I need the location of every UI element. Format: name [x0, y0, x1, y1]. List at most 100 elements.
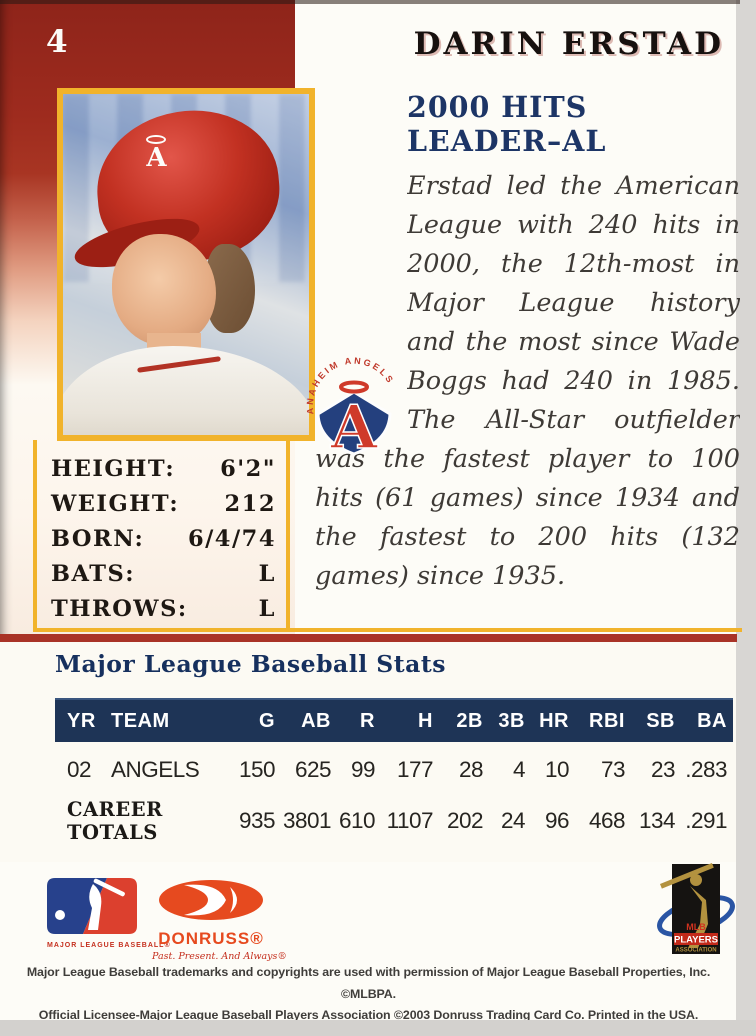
bio-label: BATS: — [51, 561, 136, 587]
headline-line-2: LEADER–AL — [407, 124, 607, 158]
col-g: G — [258, 709, 275, 732]
season-g: 150 — [238, 757, 276, 782]
red-divider — [0, 634, 737, 642]
article-line: the fastest to 200 hits (132 — [315, 522, 740, 552]
season-2b: 28 — [458, 757, 484, 782]
career-r: 610 — [338, 808, 376, 833]
season-3b: 4 — [512, 757, 526, 782]
donruss-oval-icon — [159, 880, 263, 920]
col-h: H — [418, 709, 433, 732]
col-rbi: RBI — [589, 709, 625, 732]
legal-line-2: Official Licensee-Major League Baseball … — [38, 1008, 699, 1023]
bio-row-bats: BATS: L — [51, 561, 276, 587]
legal-line-1: Major League Baseball trademarks and cop… — [26, 965, 711, 1001]
bio-panel: HEIGHT: 6'2" WEIGHT: 212 BORN: 6/4/74 BA… — [33, 440, 290, 628]
player-face — [112, 233, 216, 347]
stats-section — [0, 642, 737, 862]
season-ab: 625 — [294, 757, 332, 782]
headline-line-1: 2000 HITS — [407, 90, 588, 124]
career-g: 935 — [238, 808, 276, 833]
season-team: ANGELS — [111, 757, 200, 782]
mlb-logo-icon: MAJOR LEAGUE BASEBALL® — [47, 878, 171, 949]
card-number: 4 — [46, 24, 70, 60]
gold-divider — [33, 628, 742, 632]
scan-edge-top — [0, 0, 740, 4]
article-line: The All-Star outfielder — [407, 405, 740, 435]
article-line: and the most since Wade — [407, 327, 740, 357]
stats-title: Major League Baseball Stats — [55, 650, 446, 678]
bio-row-weight: WEIGHT: 212 — [51, 491, 276, 517]
col-3b: 3B — [498, 709, 525, 732]
stats-header-row: YR TEAM G AB R H 2B 3B HR RBI SB BA — [55, 698, 733, 742]
article-line: 2000, the 12th-most in — [407, 249, 740, 279]
article-line: League with 240 hits in — [407, 210, 740, 240]
bio-value: 212 — [224, 491, 276, 517]
article-line: Boggs had 240 in 1985. — [407, 366, 740, 396]
svg-text:A: A — [330, 393, 379, 463]
article-line: hits (61 games) since 1934 and — [315, 483, 740, 513]
donruss-tagline: Past. Present. And Always® — [152, 951, 287, 962]
donruss-logo: DONRUSS® Past. Present. And Always® — [152, 878, 287, 962]
season-yr: 02 — [67, 757, 92, 782]
career-totals-label: CAREER TOTALS — [67, 798, 163, 844]
player-photo: A — [57, 88, 315, 441]
article-line: was the fastest player to 100 — [315, 444, 740, 474]
career-ba: .291 — [685, 808, 727, 833]
svg-text:MLB: MLB — [686, 922, 706, 932]
col-sb: SB — [646, 709, 675, 732]
headline: 2000 HITS LEADER–AL — [407, 90, 742, 158]
bio-row-height: HEIGHT: 6'2" — [51, 456, 276, 482]
col-yr: YR — [67, 709, 96, 732]
career-2b: 202 — [446, 808, 484, 833]
career-hr: 96 — [544, 808, 570, 833]
season-sb: 23 — [650, 757, 676, 782]
svg-text:PLAYERS: PLAYERS — [674, 935, 718, 946]
article-line: Erstad led the American — [407, 171, 740, 201]
donruss-wordmark: DONRUSS® — [158, 929, 264, 948]
bio-value: 6/4/74 — [187, 526, 276, 552]
col-hr: HR — [539, 709, 569, 732]
mlbpa-logo-icon: MLB PLAYERS ASSOCIATION — [656, 858, 736, 964]
career-3b: 24 — [500, 808, 526, 833]
col-ab: AB — [301, 709, 331, 732]
article-column-wide: was the fastest player to 100 hits (61 g… — [315, 440, 740, 596]
article-line: games) since 1935. — [315, 561, 566, 591]
helmet-halo-a-icon: A — [137, 134, 176, 171]
stats-career-row: CAREER TOTALS 935 3801 610 1107 202 24 9… — [55, 798, 733, 844]
article-column-narrow: Erstad led the American League with 240 … — [407, 167, 740, 440]
bio-label: HEIGHT: — [51, 456, 176, 482]
bio-value: 6'2" — [220, 456, 276, 482]
bio-label: WEIGHT: — [51, 491, 180, 517]
stats-season-row: 02 ANGELS 150 625 99 177 28 4 10 73 23 .… — [55, 750, 733, 790]
halo-icon — [146, 134, 167, 144]
mlb-logo-caption: MAJOR LEAGUE BASEBALL® — [47, 942, 171, 949]
article-line: Major League history — [407, 288, 740, 318]
bio-label: THROWS: — [51, 596, 188, 622]
legal-text: Major League Baseball trademarks and cop… — [0, 962, 737, 1027]
season-rbi: 73 — [600, 757, 626, 782]
player-name: DARIN ERSTAD — [413, 26, 724, 62]
stats-table: YR TEAM G AB R H 2B 3B HR RBI SB BA 02 A… — [55, 698, 733, 844]
bio-value: L — [258, 561, 276, 587]
season-ba: .283 — [685, 757, 727, 782]
bio-label: BORN: — [51, 526, 145, 552]
col-r: R — [360, 709, 375, 732]
bio-value: L — [258, 596, 276, 622]
col-ba: BA — [697, 709, 727, 732]
svg-text:ASSOCIATION: ASSOCIATION — [675, 948, 716, 954]
career-sb: 134 — [638, 808, 676, 833]
scan-edge-right — [736, 0, 756, 1036]
career-h: 1107 — [386, 808, 434, 833]
scan-edge-bottom — [0, 1020, 756, 1036]
career-ab: 3801 — [282, 808, 332, 833]
bio-row-born: BORN: 6/4/74 — [51, 526, 276, 552]
col-2b: 2B — [456, 709, 483, 732]
col-team: TEAM — [111, 709, 170, 732]
angels-team-logo-icon: ANAHEIM ANGELS A — [302, 356, 406, 470]
season-hr: 10 — [544, 757, 570, 782]
bio-row-throws: THROWS: L — [51, 596, 276, 622]
season-h: 177 — [396, 757, 434, 782]
season-r: 99 — [350, 757, 376, 782]
career-rbi: 468 — [588, 808, 626, 833]
